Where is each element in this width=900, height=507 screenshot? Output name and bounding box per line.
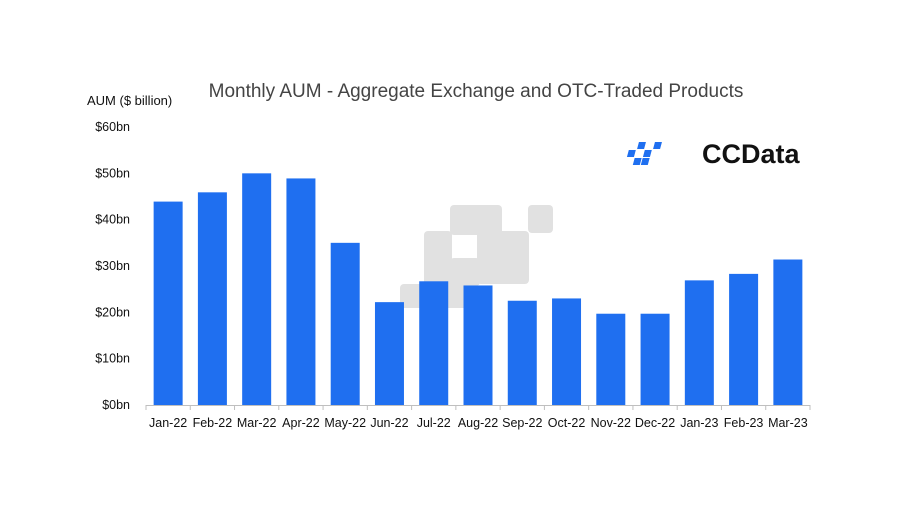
bar (286, 178, 316, 405)
y-tick-label: $60bn (95, 120, 130, 134)
y-tick-label: $50bn (95, 166, 130, 180)
bar (419, 281, 449, 405)
x-tick-label: Jan-22 (149, 416, 187, 430)
y-tick-label: $20bn (95, 305, 130, 319)
y-axis-label: AUM ($ billion) (87, 93, 172, 108)
y-axis: $0bn $10bn $20bn $30bn $40bn $50bn $60bn (95, 120, 130, 412)
y-tick-label: $0bn (102, 398, 130, 412)
x-tick-label: Mar-23 (768, 416, 808, 430)
bar (773, 259, 803, 405)
x-tick-label: Dec-22 (635, 416, 675, 430)
x-tick-label: Apr-22 (282, 416, 320, 430)
bar (153, 201, 183, 405)
logo-square (626, 150, 636, 157)
x-tick-label: Jan-23 (680, 416, 718, 430)
bar (729, 273, 759, 405)
x-tick-label: Sep-22 (502, 416, 542, 430)
logo-square (653, 142, 662, 149)
bar (684, 280, 714, 405)
watermark-block (477, 231, 529, 284)
x-tick-label: Aug-22 (458, 416, 498, 430)
logo-text: CCData (702, 139, 801, 169)
x-tick-label: Jun-22 (370, 416, 408, 430)
x-tick-label: Nov-22 (591, 416, 631, 430)
y-tick-label: $30bn (95, 259, 130, 273)
watermark-block (424, 231, 452, 286)
bar (374, 302, 404, 405)
x-tick-label: Mar-22 (237, 416, 277, 430)
x-tick-label: Feb-23 (724, 416, 764, 430)
bars (153, 173, 803, 405)
x-tick-label: Jul-22 (417, 416, 451, 430)
bar (197, 192, 227, 405)
watermark-block (450, 205, 502, 235)
bar (463, 285, 493, 405)
watermark (400, 205, 553, 308)
watermark-block (528, 205, 553, 233)
logo-square (642, 150, 652, 157)
bar (330, 242, 360, 405)
bar (507, 300, 537, 405)
logo-square (640, 158, 650, 165)
logo-square (637, 142, 646, 149)
bar (596, 313, 626, 405)
x-tick-label: May-22 (324, 416, 366, 430)
bar (552, 298, 582, 405)
chart-title: Monthly AUM - Aggregate Exchange and OTC… (209, 81, 744, 102)
watermark-block (450, 258, 480, 286)
ccdata-logo: CCData (626, 139, 801, 169)
y-tick-label: $10bn (95, 352, 130, 366)
logo-square (632, 158, 642, 165)
ccdata-logo-icon (626, 142, 662, 165)
y-tick-label: $40bn (95, 213, 130, 227)
x-tick-label: Oct-22 (548, 416, 586, 430)
x-axis: Jan-22 Feb-22 Mar-22 Apr-22 May-22 Jun-22 Jul-… (145, 405, 811, 430)
x-tick-label: Feb-22 (193, 416, 233, 430)
bar (242, 173, 272, 405)
bar (640, 313, 670, 405)
